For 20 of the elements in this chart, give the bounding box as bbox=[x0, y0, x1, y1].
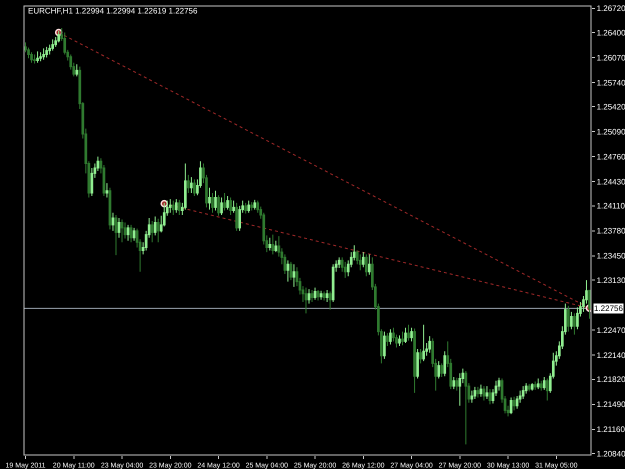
y-tick-label: 1.23780 bbox=[596, 226, 625, 236]
y-tick-label: 1.25740 bbox=[596, 78, 625, 88]
y-tick-label: 1.26070 bbox=[596, 53, 625, 62]
chart-title: EURCHF,H1 1.22994 1.22994 1.22619 1.22756 bbox=[28, 6, 198, 16]
y-tick-label: 1.23130 bbox=[596, 276, 625, 285]
y-tick-label: 1.24430 bbox=[596, 177, 625, 186]
y-tick-label: 1.23450 bbox=[596, 252, 625, 261]
y-tick-label: 1.21490 bbox=[596, 400, 625, 410]
ref-line-label: 1.22756 bbox=[594, 304, 624, 313]
y-tick-label: 1.22470 bbox=[596, 326, 625, 335]
y-tick-label: 1.26400 bbox=[596, 28, 625, 38]
y-tick-label: 1.26720 bbox=[596, 4, 625, 14]
y-tick-label: 1.24760 bbox=[596, 152, 625, 162]
y-tick-label: 1.21160 bbox=[596, 425, 625, 434]
y-tick-label: 1.25090 bbox=[596, 127, 625, 136]
y-tick-label: 1.24110 bbox=[596, 202, 625, 211]
y-tick-label: 1.21820 bbox=[596, 375, 625, 384]
y-tick-label: 1.20840 bbox=[596, 449, 625, 458]
y-tick-label: 1.25420 bbox=[596, 102, 625, 112]
y-tick-label: 1.22140 bbox=[596, 350, 625, 360]
